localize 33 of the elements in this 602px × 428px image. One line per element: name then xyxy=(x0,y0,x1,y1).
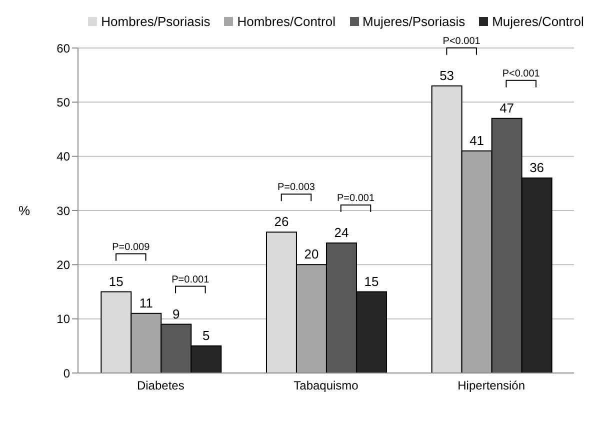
annotation: P=0.001 xyxy=(336,193,375,204)
data-label: 26 xyxy=(274,214,289,230)
data-label: 15 xyxy=(108,274,124,289)
legend-label: Hombres/Control xyxy=(236,14,336,29)
data-label: 36 xyxy=(530,160,544,175)
x-tick-label: Tabaquismo xyxy=(294,378,359,393)
y-tick-label: 40 xyxy=(56,150,70,164)
y-tick-label: 10 xyxy=(56,312,70,326)
x-tick-label: Hipertensión xyxy=(458,378,526,393)
y-axis-title: % xyxy=(18,203,30,218)
annotation: P<0.001 xyxy=(502,68,540,80)
y-tick-label: 50 xyxy=(56,95,70,110)
data-label: 5 xyxy=(202,328,210,343)
y-tick-label: 0 xyxy=(63,366,70,380)
annotation: P=0.003 xyxy=(277,182,316,194)
data-label: 47 xyxy=(500,100,514,116)
y-tick-label: 30 xyxy=(56,204,70,218)
legend-label: Mujeres/Psoriasis xyxy=(362,14,466,29)
data-label: 41 xyxy=(470,132,484,148)
data-label: 53 xyxy=(440,68,454,83)
annotation: P=0.001 xyxy=(172,274,210,286)
data-label: 24 xyxy=(334,225,349,240)
legend-label: Hombres/Psoriasis xyxy=(100,14,210,29)
legend-label: Mujeres/Control xyxy=(491,14,584,29)
data-label: 11 xyxy=(139,295,153,310)
data-label: 9 xyxy=(172,306,180,322)
data-label: 20 xyxy=(304,246,319,262)
annotation: P=0.009 xyxy=(112,242,150,253)
text: P<0.001 xyxy=(442,36,481,47)
x-tick-label: Diabetes xyxy=(136,378,184,393)
y-tick-label: 60 xyxy=(56,41,70,56)
data-label: 15 xyxy=(364,274,379,289)
y-tick-label: 20 xyxy=(56,258,70,272)
